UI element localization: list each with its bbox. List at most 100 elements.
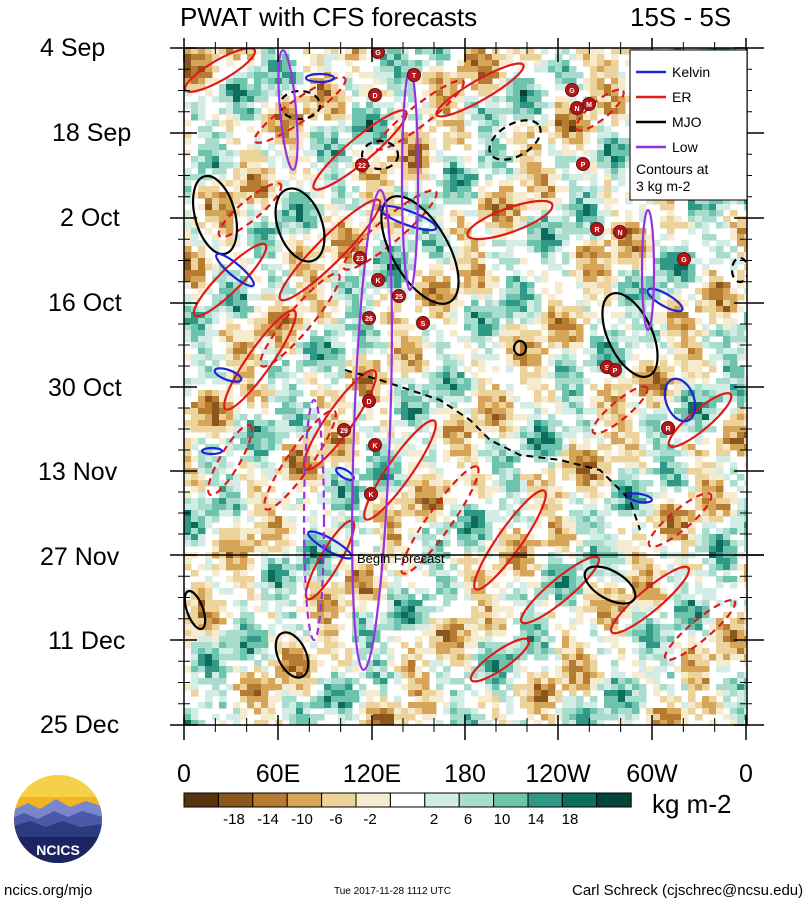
field-cell: [716, 312, 724, 319]
field-cell: [709, 468, 717, 475]
field-cell: [366, 510, 374, 517]
field-cell: [471, 336, 479, 343]
field-cell: [499, 222, 507, 229]
field-cell: [338, 468, 346, 475]
field-cell: [296, 444, 304, 451]
field-cell: [492, 402, 500, 409]
field-cell: [429, 198, 437, 205]
field-cell: [268, 270, 276, 277]
field-cell: [387, 108, 395, 115]
field-cell: [737, 420, 745, 427]
field-cell: [478, 192, 486, 199]
field-cell: [387, 480, 395, 487]
field-cell: [408, 324, 416, 331]
field-cell: [219, 48, 227, 55]
field-cell: [695, 198, 703, 205]
field-cell: [373, 114, 381, 121]
field-cell: [212, 468, 220, 475]
field-cell: [198, 72, 206, 79]
field-cell: [191, 474, 199, 481]
field-cell: [261, 468, 269, 475]
field-cell: [254, 156, 262, 163]
field-cell: [597, 252, 605, 259]
field-cell: [352, 468, 360, 475]
field-cell: [569, 222, 577, 229]
field-cell: [632, 270, 640, 277]
field-cell: [191, 480, 199, 487]
field-cell: [562, 390, 570, 397]
field-cell: [730, 318, 738, 325]
field-cell: [310, 204, 318, 211]
field-cell: [478, 414, 486, 421]
field-cell: [562, 306, 570, 313]
field-cell: [289, 156, 297, 163]
field-cell: [506, 48, 514, 55]
field-cell: [184, 276, 192, 283]
field-cell: [737, 486, 745, 493]
field-cell: [226, 84, 234, 91]
field-cell: [450, 168, 458, 175]
field-cell: [513, 540, 521, 547]
field-cell: [555, 132, 563, 139]
field-cell: [723, 474, 731, 481]
field-cell: [401, 330, 409, 337]
field-cell: [436, 246, 444, 253]
field-cell: [716, 468, 724, 475]
field-cell: [471, 408, 479, 415]
field-cell: [387, 66, 395, 73]
field-cell: [688, 198, 696, 205]
field-cell: [506, 288, 514, 295]
field-cell: [604, 204, 612, 211]
field-cell: [618, 330, 626, 337]
field-cell: [345, 156, 353, 163]
field-cell: [226, 324, 234, 331]
field-cell: [569, 438, 577, 445]
field-cell: [401, 414, 409, 421]
field-cell: [296, 558, 304, 565]
field-cell: [443, 366, 451, 373]
field-cell: [233, 90, 241, 97]
field-cell: [268, 240, 276, 247]
field-cell: [331, 504, 339, 511]
field-cell: [492, 240, 500, 247]
field-cell: [604, 108, 612, 115]
field-cell: [618, 468, 626, 475]
field-cell: [639, 360, 647, 367]
field-cell: [352, 486, 360, 493]
field-cell: [366, 384, 374, 391]
field-cell: [429, 306, 437, 313]
field-cell: [576, 192, 584, 199]
field-cell: [338, 408, 346, 415]
field-cell: [485, 294, 493, 301]
field-cell: [443, 486, 451, 493]
field-cell: [205, 366, 213, 373]
field-cell: [198, 204, 206, 211]
field-cell: [576, 486, 584, 493]
field-cell: [450, 318, 458, 325]
field-cell: [198, 396, 206, 403]
field-cell: [282, 468, 290, 475]
field-cell: [226, 114, 234, 121]
field-cell: [478, 282, 486, 289]
field-cell: [198, 246, 206, 253]
field-cell: [520, 324, 528, 331]
field-cell: [450, 126, 458, 133]
field-cell: [450, 102, 458, 109]
field-cell: [702, 288, 710, 295]
field-cell: [345, 372, 353, 379]
field-cell: [324, 114, 332, 121]
field-cell: [345, 216, 353, 223]
field-cell: [695, 438, 703, 445]
field-cell: [730, 516, 738, 523]
field-cell: [282, 78, 290, 85]
field-cell: [702, 480, 710, 487]
field-cell: [513, 360, 521, 367]
field-cell: [191, 174, 199, 181]
field-cell: [240, 366, 248, 373]
field-cell: [625, 300, 633, 307]
field-cell: [618, 294, 626, 301]
field-cell: [198, 504, 206, 511]
field-cell: [667, 336, 675, 343]
field-cell: [562, 240, 570, 247]
field-cell: [506, 312, 514, 319]
